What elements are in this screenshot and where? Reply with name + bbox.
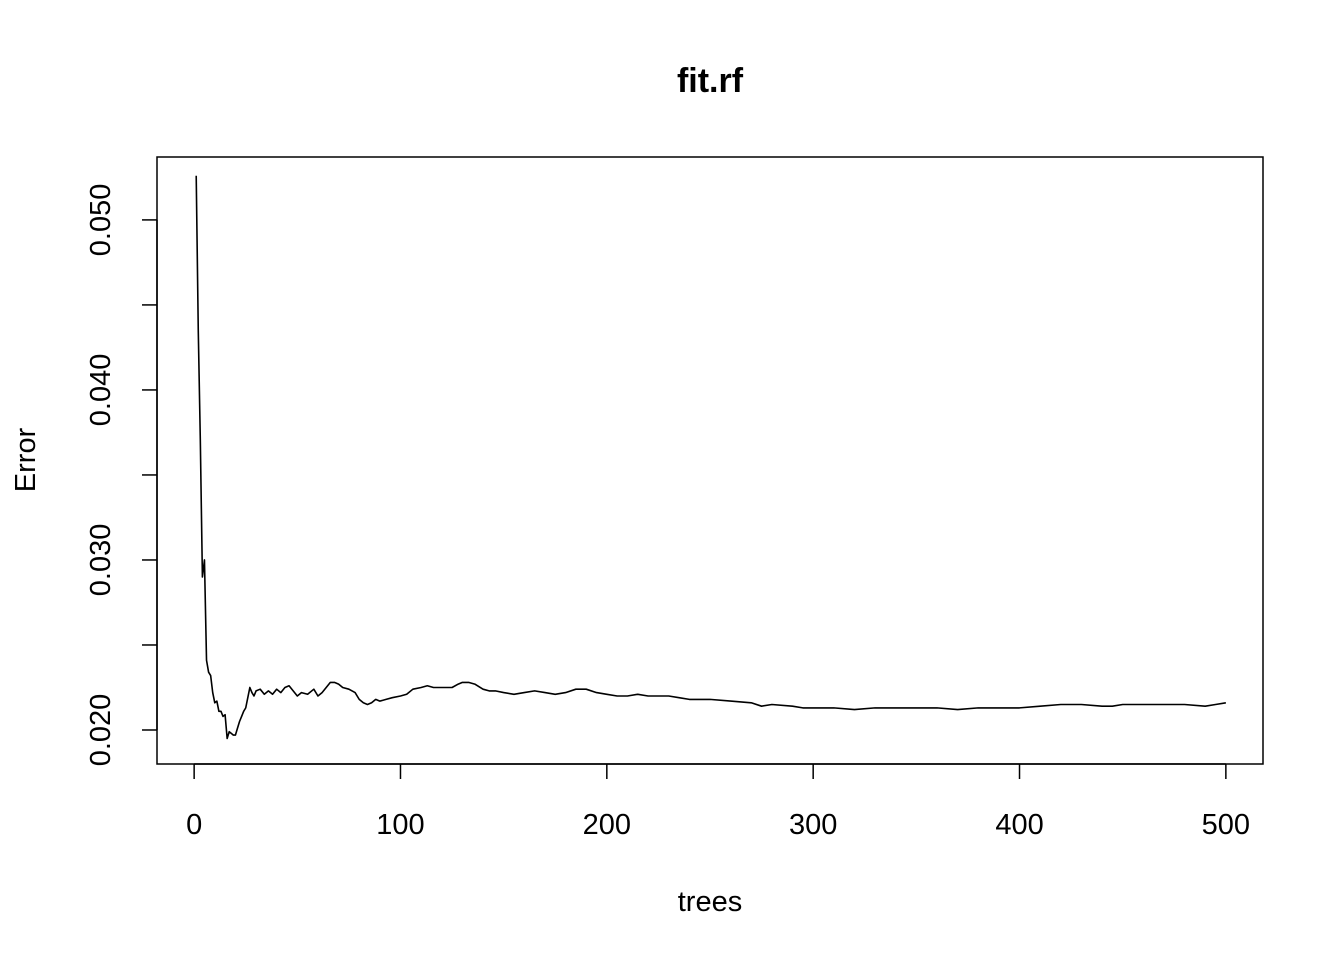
y-axis-label: Error bbox=[10, 427, 42, 492]
plot-frame bbox=[156, 156, 1264, 765]
y-axis: 0.020 0.030 0.040 0.050 bbox=[85, 184, 158, 767]
y-tick-label: 0.050 bbox=[85, 184, 117, 257]
x-tick-label: 300 bbox=[789, 809, 837, 841]
error-line bbox=[195, 175, 1226, 740]
x-tick-label: 400 bbox=[995, 809, 1043, 841]
x-tick-label: 0 bbox=[186, 809, 202, 841]
y-tick-label: 0.040 bbox=[85, 354, 117, 427]
x-axis-label: trees bbox=[678, 886, 742, 918]
x-tick-label: 500 bbox=[1202, 809, 1250, 841]
x-tick-label: 200 bbox=[583, 809, 631, 841]
chart-title: fit.rf bbox=[677, 62, 744, 100]
y-tick-label: 0.020 bbox=[85, 694, 117, 767]
x-tick-label: 100 bbox=[376, 809, 424, 841]
series-layer bbox=[195, 175, 1226, 740]
x-axis: 0 100 200 300 400 500 bbox=[186, 763, 1250, 841]
y-tick-label: 0.030 bbox=[85, 524, 117, 597]
